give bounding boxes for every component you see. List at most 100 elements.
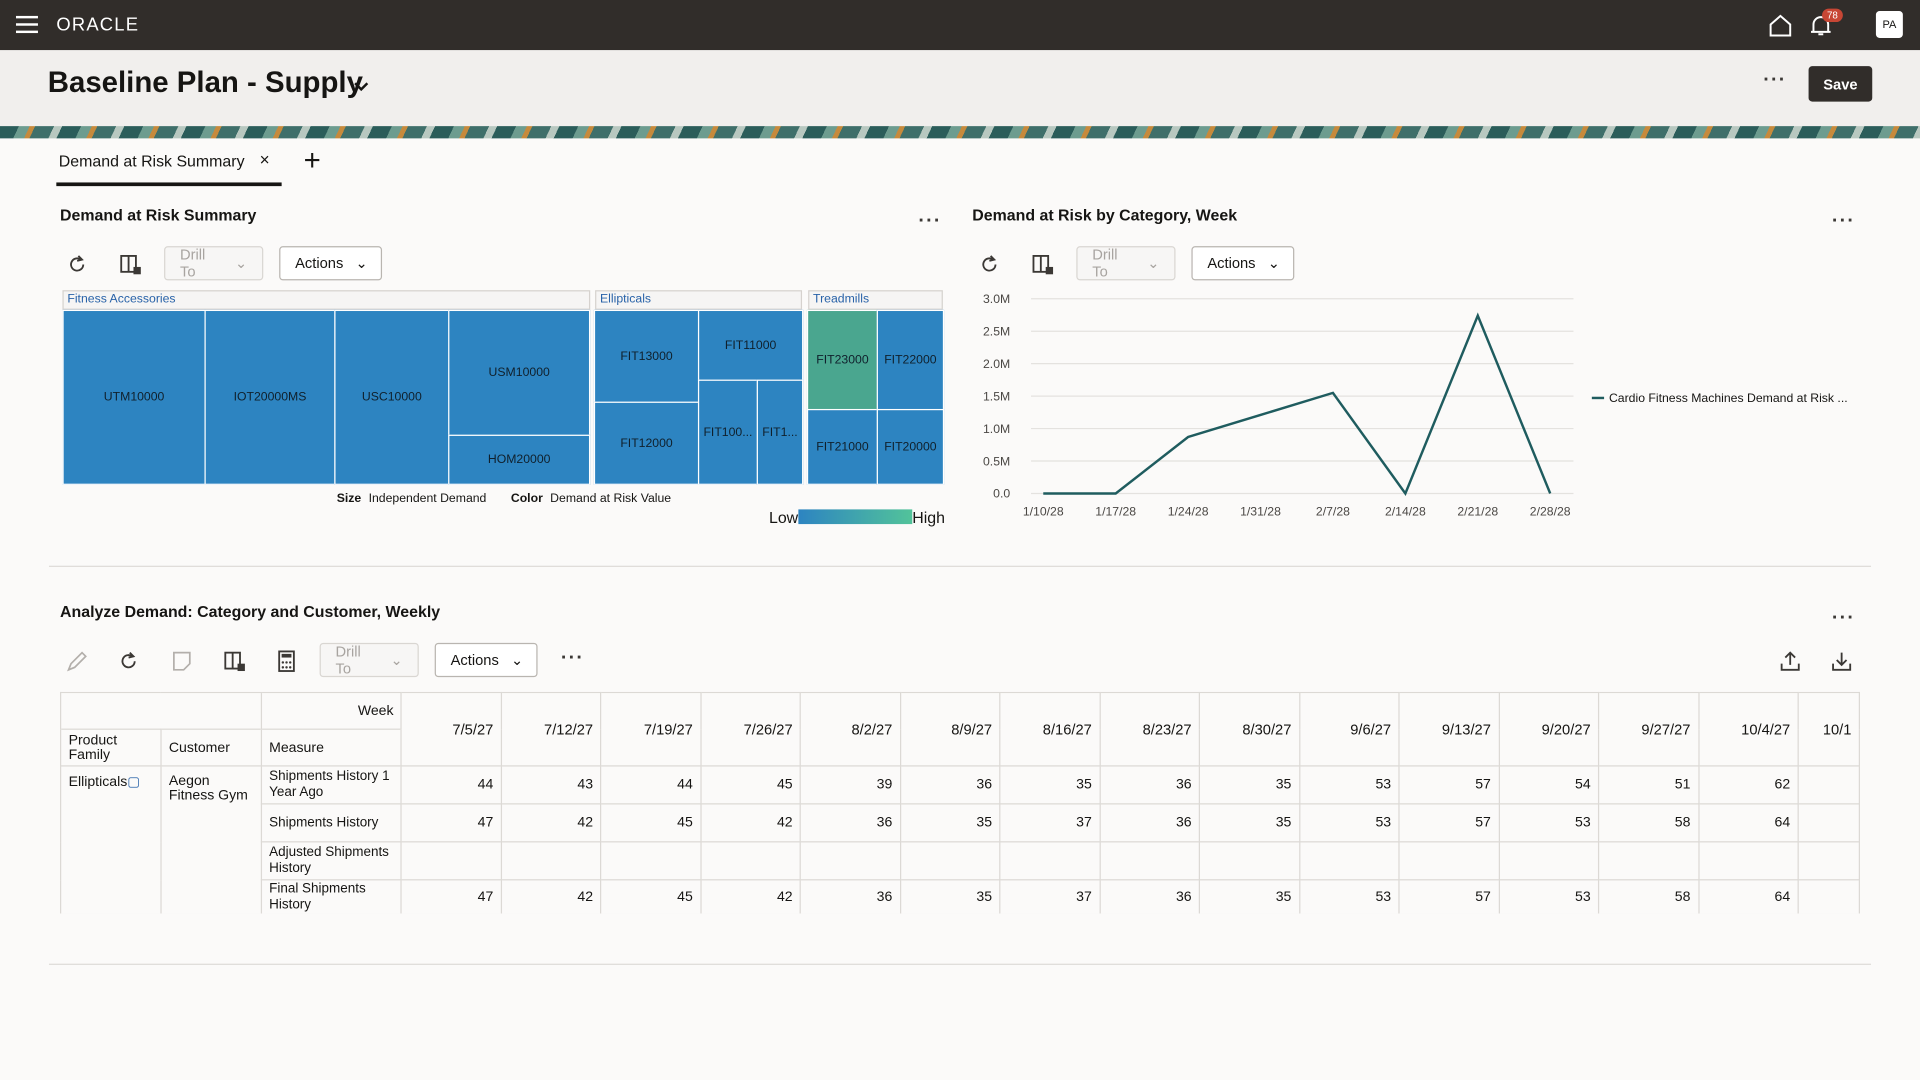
treemap-cell[interactable]: USM10000 (448, 309, 591, 436)
data-cell: 35 (1198, 765, 1300, 805)
week-header[interactable]: 8/9/27 (899, 691, 1001, 767)
week-header[interactable]: 9/13/27 (1398, 691, 1500, 767)
tab[interactable]: Demand at Risk Summary (58, 151, 245, 171)
save-button[interactable]: Save (1808, 66, 1873, 102)
treemap-cell[interactable]: USC10000 (334, 309, 450, 485)
more-icon[interactable]: ··· (560, 647, 585, 669)
customer: Aegon Fitness Gym (160, 765, 262, 914)
more-icon[interactable]: ··· (1763, 69, 1787, 91)
page-title[interactable]: Baseline Plan - Supply (47, 66, 363, 100)
data-cell: 58 (1598, 879, 1700, 914)
button-label: Drill To (335, 642, 361, 678)
refresh-icon[interactable] (976, 251, 1003, 278)
product-family: Ellipticals▢ (60, 765, 162, 914)
panel-menu[interactable]: ··· (1831, 607, 1856, 629)
treemap-cell[interactable]: UTM10000 (62, 309, 206, 485)
treemap-cell[interactable]: FIT21000 (806, 408, 878, 485)
week-header[interactable]: 9/27/27 (1598, 691, 1700, 767)
add-tab[interactable]: + (303, 144, 321, 178)
tab-close[interactable]: × (259, 149, 270, 169)
refresh-icon[interactable] (64, 251, 91, 278)
week-header[interactable]: 9/20/27 (1498, 691, 1600, 767)
treemap-cell[interactable]: FIT22000 (876, 309, 945, 411)
actions-button[interactable]: Actions ⌄ (1191, 246, 1295, 281)
data-cell (799, 841, 901, 881)
measure: Final Shipments History (260, 879, 403, 914)
treemap-cell[interactable]: IOT20000MS (204, 309, 336, 485)
week-header[interactable]: 9/6/27 (1298, 691, 1400, 767)
header-row: Product Family Customer Measure (60, 728, 1860, 767)
week-header[interactable]: 8/16/27 (999, 691, 1101, 767)
data-cell: 42 (700, 879, 802, 914)
panel-title: Demand at Risk by Category, Week (972, 205, 1238, 225)
avatar[interactable]: PA (1875, 11, 1903, 38)
actions-button[interactable]: Actions ⌄ (279, 246, 383, 281)
week-header[interactable]: 10/4/27 (1697, 691, 1799, 767)
note-icon (173, 651, 191, 671)
data-cell: 36 (1099, 803, 1201, 843)
data-cell: 35 (1198, 803, 1300, 843)
view-icon[interactable] (222, 648, 249, 675)
treemap-cell[interactable]: FIT1... (756, 379, 804, 485)
export-icon[interactable] (1777, 648, 1804, 675)
home-icon[interactable] (1768, 13, 1792, 37)
week-header[interactable]: 8/2/27 (799, 691, 901, 767)
treemap-cell[interactable]: FIT100... (697, 379, 758, 485)
panel-menu[interactable]: ··· (1831, 210, 1856, 232)
week-header[interactable]: 7/5/27 (400, 691, 502, 767)
view-icon[interactable] (1030, 251, 1057, 278)
week-label: Week (260, 691, 403, 730)
logo[interactable]: ORACLE (56, 14, 140, 36)
week-header[interactable]: 8/23/27 (1099, 691, 1201, 767)
week-header[interactable]: 7/26/27 (700, 691, 802, 767)
week-header[interactable]: 7/12/27 (500, 691, 602, 767)
treemap-cell[interactable]: FIT20000 (876, 408, 945, 485)
calculator-icon[interactable] (273, 648, 300, 675)
x-tick-label: 1/24/28 (1168, 505, 1209, 519)
title-dropdown-icon[interactable] (353, 77, 370, 94)
color-scale (798, 509, 913, 525)
legend-label: Cardio Fitness Machines Demand at Risk .… (1609, 391, 1848, 405)
treemap-cell[interactable]: FIT12000 (593, 401, 700, 485)
note-icon: ▢ (127, 775, 141, 790)
refresh-icon[interactable] (115, 648, 142, 675)
data-table: Week 7/5/27 7/12/27 7/19/27 7/26/27 8/2/27 8/9… (60, 691, 1860, 914)
treemap-group: Treadmills (808, 290, 943, 310)
data-cell: 45 (600, 803, 702, 843)
data-cell (1298, 841, 1400, 881)
x-tick-label: 2/14/28 (1385, 505, 1426, 519)
data-cell: 37 (999, 879, 1101, 914)
data-cell (1598, 841, 1700, 881)
week-header[interactable]: 7/19/27 (600, 691, 702, 767)
week-header[interactable]: 10/1 (1797, 691, 1860, 767)
panel-menu[interactable]: ··· (918, 210, 942, 232)
legend-label: Color (510, 492, 543, 506)
product-family-label[interactable]: Ellipticals (68, 775, 128, 790)
data-cell: 47 (400, 879, 502, 914)
data-cell: 62 (1697, 765, 1799, 805)
week-header[interactable]: 8/30/27 (1198, 691, 1300, 767)
data-row: Final Shipments History 47 42 45 42 36 35 37 36 3… (61, 879, 1860, 914)
menu-icon[interactable] (15, 15, 40, 35)
treemap-cell[interactable]: HOM20000 (448, 434, 591, 485)
data-cell: 53 (1298, 803, 1400, 843)
download-icon[interactable] (1828, 648, 1855, 675)
y-tick-label: 1.5M (983, 389, 1010, 403)
header-cell (60, 691, 262, 730)
data-cell: 57 (1398, 803, 1500, 843)
x-tick-label: 2/21/28 (1457, 505, 1498, 519)
header-row: Week 7/5/27 7/12/27 7/19/27 7/26/27 8/2/27 8/9… (60, 691, 1860, 767)
data-cell: 35 (1198, 879, 1300, 914)
data-cell (400, 841, 502, 881)
treemap-cell[interactable]: FIT23000 (806, 309, 878, 411)
treemap-cell[interactable]: FIT13000 (593, 309, 700, 403)
view-icon[interactable] (118, 251, 145, 278)
data-cell (899, 841, 1001, 881)
data-cell: 37 (999, 803, 1101, 843)
actions-button[interactable]: Actions ⌄ (434, 642, 538, 678)
column-header: Customer (160, 728, 262, 767)
button-label: Drill To (1092, 246, 1118, 281)
data-cell: 35 (899, 879, 1001, 914)
treemap-cell[interactable]: FIT11000 (697, 309, 804, 381)
